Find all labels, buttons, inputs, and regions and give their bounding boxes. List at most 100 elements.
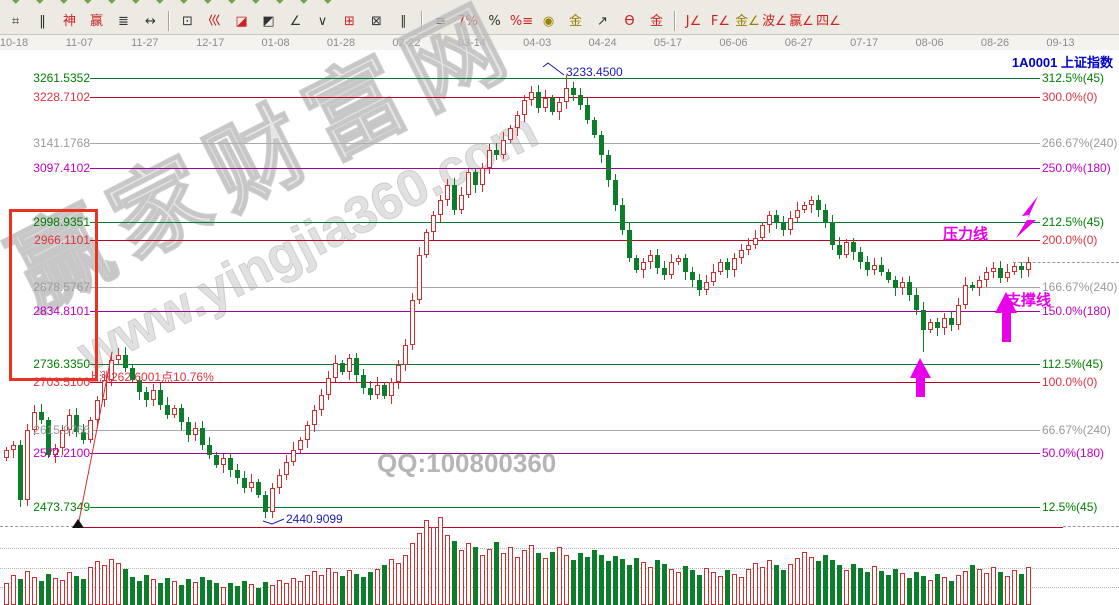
percent-lines-icon[interactable]: %≡ (509, 13, 534, 29)
volume-bar (473, 547, 478, 605)
parallel-lines-icon[interactable]: ∥ (400, 13, 407, 29)
volume-bar (158, 583, 163, 605)
angle-line-icon[interactable]: ∠ (289, 13, 302, 29)
candle-body (634, 258, 639, 270)
volume-bar (165, 578, 170, 605)
rise-measure-annotation: 上涨262.6001点10.76% (87, 370, 214, 384)
gann-line-12.5%(45) (90, 507, 1040, 508)
candle-body (74, 415, 79, 432)
percent-7-icon[interactable]: 7% (457, 13, 478, 29)
volume-bar (109, 559, 114, 605)
horizontal-expand-icon[interactable]: ↔ (145, 13, 156, 29)
candle-body (599, 135, 604, 155)
clipped-icon: ◆ (82, 0, 94, 6)
volume-bar (207, 580, 212, 605)
candle-body (858, 252, 863, 262)
candle-body (886, 272, 891, 280)
candle-body (543, 98, 548, 108)
candle-body (417, 255, 422, 300)
gann-si-angle-icon[interactable]: 四∠ (816, 13, 841, 29)
gold-circle-icon[interactable]: ◉ (542, 13, 555, 29)
gann-f-angle-icon[interactable]: F∠ (710, 13, 731, 29)
volume-bar (305, 575, 310, 605)
candle-body (340, 363, 345, 372)
volume-bar (60, 580, 65, 605)
volume-bar (438, 517, 443, 605)
candle-body (494, 150, 499, 155)
candle-body (424, 232, 429, 255)
ying-tool-icon[interactable]: 赢 (89, 13, 103, 29)
date-tick-label: 11-27 (131, 37, 159, 49)
fan-box-icon[interactable]: ◪ (235, 13, 248, 29)
percent-level-label: 150.0%(180) (1042, 304, 1111, 318)
candle-body (998, 268, 1003, 278)
candle-body (907, 282, 912, 295)
gann-line-50.0%(180) (90, 453, 1040, 454)
gold-box-icon[interactable]: 金 (649, 13, 663, 29)
measure-partial-icon[interactable]: ⌗ (11, 13, 20, 29)
volume-bar (312, 571, 317, 605)
candle-body (487, 150, 492, 168)
selection-rectangle[interactable] (9, 209, 98, 381)
candle-body (431, 215, 436, 232)
volume-bar (410, 543, 415, 605)
candle-body (39, 412, 44, 420)
brush-icon[interactable]: ↗ (597, 13, 608, 29)
percent-level-label: 212.5%(45) (1042, 215, 1105, 229)
volume-bar (648, 567, 653, 605)
gann-gold-angle-icon[interactable]: 金∠ (735, 13, 760, 29)
volume-bar (487, 549, 492, 605)
volume-bar (760, 567, 765, 605)
volume-bar (256, 588, 261, 605)
gann-fan-icon[interactable]: 巛 (207, 13, 221, 29)
candle-body (900, 282, 905, 288)
volume-bar (340, 576, 345, 605)
shen-tool-icon[interactable]: 神 (62, 13, 76, 29)
candle-body (592, 120, 597, 135)
price-level-label: 2473.7349 (33, 500, 90, 514)
grid-box-icon[interactable]: ⊠ (371, 13, 382, 29)
bars-icon[interactable]: ≡ (435, 13, 446, 29)
percent-icon[interactable]: % (488, 13, 501, 29)
volume-bar (67, 572, 72, 605)
candle-body (4, 450, 9, 458)
clipped-icon: ◆ (226, 0, 238, 6)
support-line-label: 支撑线 (1006, 292, 1052, 309)
arc-lines-icon[interactable]: Ѳ (624, 13, 635, 29)
volume-bar (886, 575, 891, 605)
volume-bar (599, 555, 604, 605)
candle-body (53, 448, 58, 455)
volume-bar (851, 564, 856, 605)
clipped-icon: ◆ (298, 0, 310, 6)
percent-level-label: 12.5%(45) (1042, 500, 1098, 514)
gold-lines-icon[interactable]: 金 (568, 13, 582, 29)
box-select-icon[interactable]: ⊡ (182, 13, 193, 29)
candle-body (571, 88, 576, 95)
fan-box-dark-icon[interactable]: ◩ (262, 13, 275, 29)
zigzag-icon[interactable]: ∨ (317, 13, 328, 29)
candle-body (865, 262, 870, 270)
toolbar-separator (421, 11, 423, 31)
volume-bar (452, 541, 457, 605)
candle-body (228, 458, 233, 470)
volume-bar (508, 547, 513, 605)
volume-bar (403, 555, 408, 605)
volume-bar (823, 555, 828, 605)
candle-body (151, 390, 156, 400)
volume-bar (494, 542, 499, 605)
clipped-icon: ◆ (106, 0, 118, 6)
volume-bar (74, 576, 79, 605)
grid-icon[interactable]: ⊞ (344, 13, 355, 29)
tick-marks-icon[interactable]: ‖ (39, 13, 46, 29)
volume-bar (347, 570, 352, 605)
gann-j-angle-icon[interactable]: J∠ (685, 13, 702, 29)
volume-bar (921, 576, 926, 605)
drawing-toolbar: ⌗ ‖ 神赢 ≣ ↔ ⊡ 巛 ◪ ◩ ∠ ∨ ⊞ ⊠ ∥ ≡ 7%% %≡ ◉ 金 ↗ Ѳ 金 J∠ F∠ 金∠ 波∠ 赢∠ 四∠ (0, 8, 1119, 35)
gann-ying-angle-icon[interactable]: 赢∠ (789, 13, 814, 29)
date-tick-label: 12-17 (196, 37, 225, 49)
ruler-123-icon[interactable]: ≣ (118, 13, 129, 29)
percent-level-label: 166.67%(240) (1042, 280, 1118, 294)
gann-bo-angle-icon[interactable]: 波∠ (762, 13, 787, 29)
candle-body (116, 355, 121, 360)
